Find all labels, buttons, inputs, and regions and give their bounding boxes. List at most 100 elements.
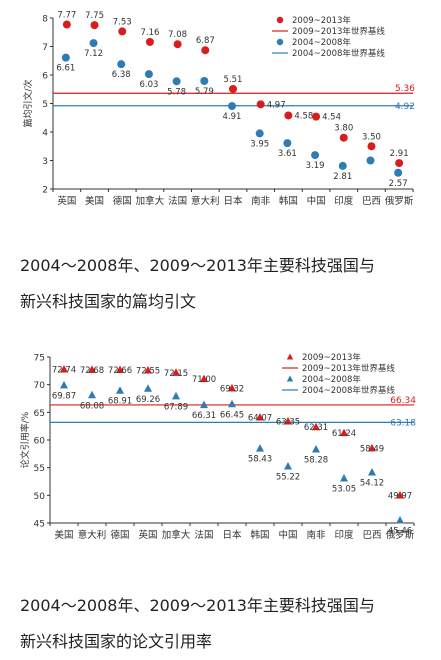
data-point xyxy=(368,468,376,476)
y-tick-label: 75 xyxy=(34,354,45,364)
legend-label: 2009~2013年 xyxy=(302,352,361,363)
data-point xyxy=(283,139,292,148)
data-point xyxy=(255,129,264,138)
data-label: 58.43 xyxy=(248,455,272,465)
chart-caption-2: 2004～2008年、2009～2013年主要科技强国与 新兴科技国家的论文引用… xyxy=(20,588,430,660)
baseline-label: 63.18 xyxy=(390,418,416,428)
legend-label: 2009~2013年世界基线 xyxy=(292,26,385,37)
data-label: 2.91 xyxy=(390,149,409,159)
data-point xyxy=(367,142,376,151)
data-point xyxy=(201,46,210,55)
data-point xyxy=(256,100,265,109)
x-tick-label: 日本 xyxy=(222,529,242,541)
data-point xyxy=(284,111,293,120)
data-point xyxy=(172,77,181,86)
y-tick-label: 60 xyxy=(34,437,46,447)
data-point xyxy=(172,391,180,400)
data-point xyxy=(228,399,236,408)
data-point xyxy=(340,473,348,482)
data-point xyxy=(88,390,96,399)
data-label: 68.08 xyxy=(80,401,104,411)
data-point xyxy=(284,461,292,470)
data-label: 4.54 xyxy=(322,113,341,123)
data-label: 6.03 xyxy=(139,80,158,90)
data-point xyxy=(395,159,404,168)
data-point xyxy=(89,39,98,48)
y-tick-label: 7 xyxy=(42,43,48,53)
data-label: 7.53 xyxy=(113,17,132,27)
caption-line: 2004～2008年、2009～2013年主要科技强国与 xyxy=(20,256,375,275)
legend-label: 2004~2008年 xyxy=(302,374,361,385)
data-label: 61.24 xyxy=(332,429,356,439)
data-label: 6.87 xyxy=(196,36,215,46)
x-tick-label: 俄罗斯 xyxy=(386,529,415,541)
data-point xyxy=(144,366,152,374)
legend-marker xyxy=(276,38,284,46)
data-label: 6.61 xyxy=(56,64,75,74)
x-tick-label: 英国 xyxy=(138,529,157,541)
data-point xyxy=(312,422,320,431)
data-label: 5.79 xyxy=(195,87,214,97)
legend-label: 2009~2013年世界基线 xyxy=(302,363,395,374)
data-label: 3.50 xyxy=(362,132,381,142)
y-tick-label: 3 xyxy=(42,157,48,167)
data-point xyxy=(200,400,208,409)
legend-label: 2004~2008年世界基线 xyxy=(292,48,385,59)
y-tick-label: 2 xyxy=(42,186,48,196)
x-tick-label: 法国 xyxy=(168,195,187,207)
data-point xyxy=(144,70,153,79)
x-tick-label: 美国 xyxy=(54,529,73,541)
data-point xyxy=(284,416,292,425)
x-tick-label: 加拿大 xyxy=(136,195,165,207)
x-tick-label: 俄罗斯 xyxy=(385,195,414,207)
data-label: 3.95 xyxy=(250,139,269,149)
data-point xyxy=(116,365,124,373)
x-tick-label: 意大利 xyxy=(78,529,107,541)
data-label: 5.51 xyxy=(224,75,243,85)
data-label: 69.87 xyxy=(52,391,76,401)
x-tick-label: 意大利 xyxy=(191,195,220,207)
data-label: 4.58 xyxy=(294,111,313,121)
data-label: 72.66 xyxy=(108,366,132,376)
data-label: 68.91 xyxy=(108,397,132,407)
x-tick-label: 日本 xyxy=(223,195,243,207)
chart-canvas: 2 3 4 5 6 7 8 篇均引文/次英国 美国 德国 加拿大 法国 意大利 日本 南非 韩国 中国 印度 巴西俄… xyxy=(22,11,415,207)
data-point xyxy=(172,368,180,376)
x-tick-label: 韩国 xyxy=(279,195,298,207)
data-label: 5.78 xyxy=(167,87,186,97)
y-axis-title: 论文引用率/% xyxy=(19,411,31,468)
data-point xyxy=(60,365,68,373)
data-label: 3.61 xyxy=(278,149,297,159)
data-point xyxy=(118,27,127,36)
data-point xyxy=(116,386,124,394)
data-label: 55.22 xyxy=(276,472,300,482)
data-label: 64.07 xyxy=(248,413,272,423)
y-tick-label: 6 xyxy=(42,72,48,82)
data-label: 49.97 xyxy=(388,491,412,501)
data-label: 72.68 xyxy=(80,366,104,376)
chart-caption-1: 2004～2008年、2009～2013年主要科技强国与 新兴科技国家的篇均引文 xyxy=(20,248,430,320)
x-tick-label: 中国 xyxy=(307,195,326,207)
data-point xyxy=(256,444,264,452)
legend-marker xyxy=(286,353,294,360)
x-tick-label: 加拿大 xyxy=(162,529,191,541)
data-point xyxy=(61,53,70,62)
y-tick-label: 4 xyxy=(42,129,48,139)
x-tick-label: 印度 xyxy=(334,529,354,541)
data-point xyxy=(368,443,376,452)
x-tick-label: 韩国 xyxy=(250,529,269,541)
data-point xyxy=(396,515,404,524)
data-label: 66.31 xyxy=(192,411,216,421)
data-label: 7.77 xyxy=(57,11,76,21)
data-point xyxy=(229,84,237,93)
data-label: 71.00 xyxy=(192,375,216,385)
data-label: 72.15 xyxy=(164,369,188,379)
x-tick-label: 法国 xyxy=(194,529,213,541)
y-tick-label: 55 xyxy=(34,464,45,474)
data-label: 7.08 xyxy=(168,30,187,40)
data-point xyxy=(228,383,236,392)
y-tick-label: 5 xyxy=(42,100,48,110)
data-label: 4.97 xyxy=(267,100,286,110)
data-point xyxy=(312,445,320,453)
data-point xyxy=(338,161,347,170)
